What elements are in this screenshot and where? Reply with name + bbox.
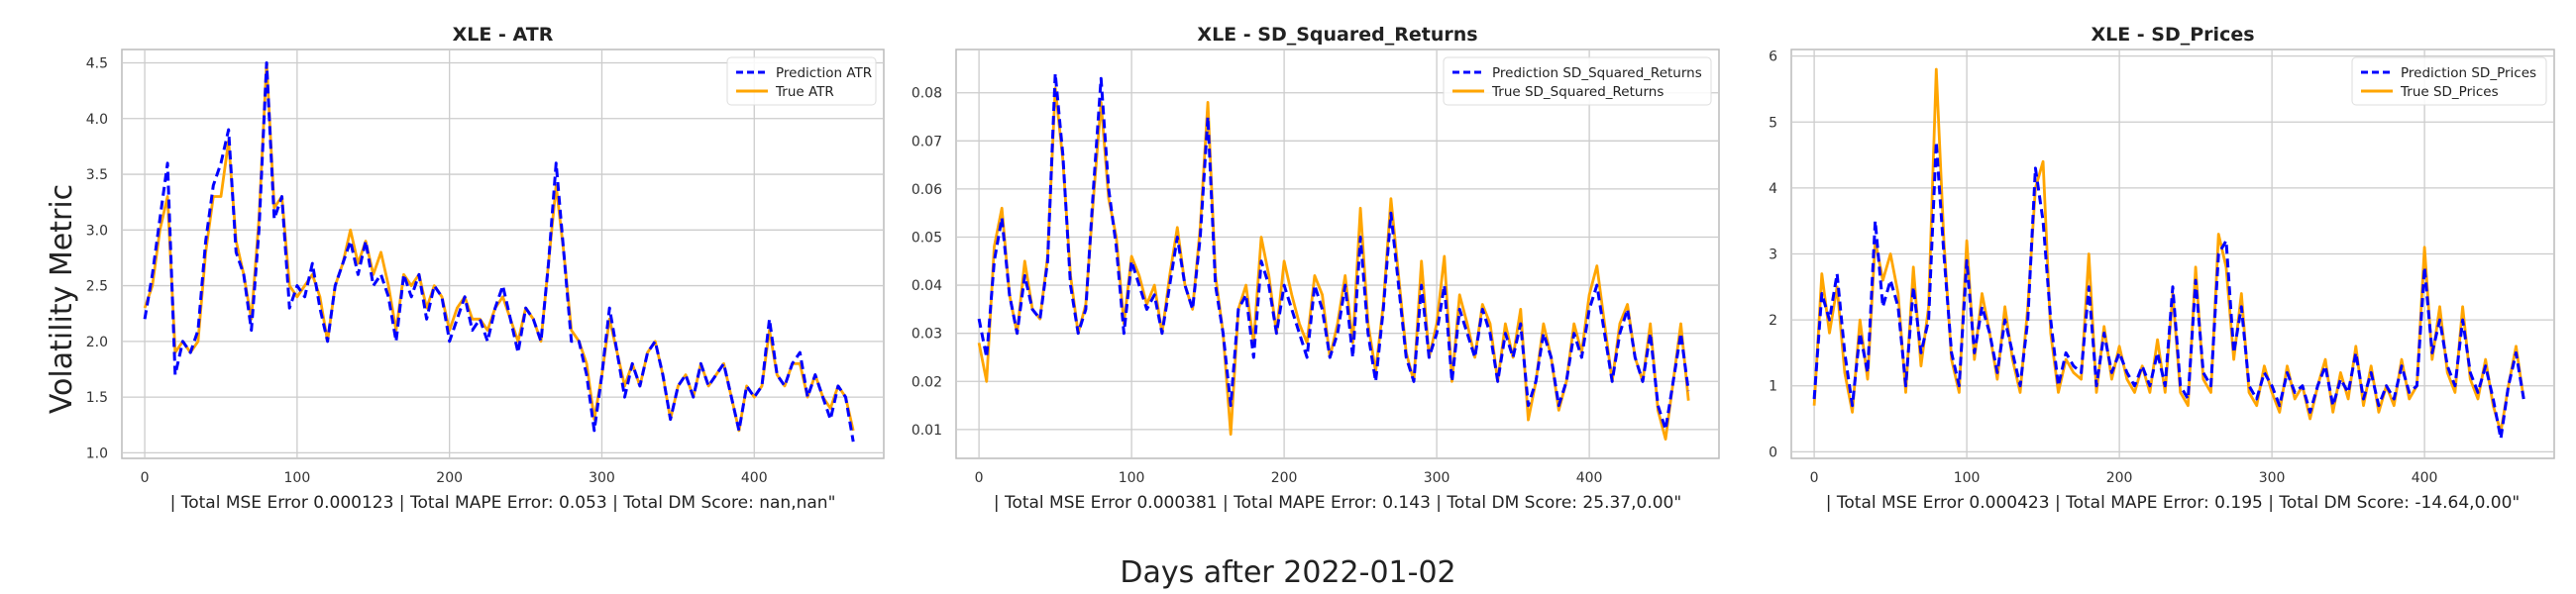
- x-tick-label: 300: [1424, 470, 1450, 486]
- legend-true-label: True SD_Prices: [2400, 84, 2499, 100]
- y-tick-label: 1.5: [86, 390, 108, 406]
- y-tick-label: 0.08: [912, 86, 942, 102]
- chart-xlabel: | Total MSE Error 0.000123 | Total MAPE …: [170, 493, 836, 513]
- y-tick-label: 0.03: [912, 327, 942, 343]
- x-tick-label: 100: [1119, 470, 1145, 486]
- x-tick-label: 400: [1576, 470, 1603, 486]
- legend-prediction-label: Prediction SD_Squared_Returns: [1492, 65, 1702, 81]
- y-tick-label: 1.0: [86, 446, 108, 461]
- x-tick-label: 400: [741, 470, 768, 486]
- y-tick-label: 3.5: [86, 167, 108, 183]
- y-tick-label: 0.01: [912, 423, 942, 439]
- chart-title: XLE - SD_Prices: [2091, 24, 2254, 46]
- x-tick-label: 0: [1810, 470, 1819, 486]
- y-tick-label: 2.5: [86, 279, 108, 295]
- y-tick-label: 4.0: [86, 112, 108, 128]
- y-tick-label: 3.0: [86, 223, 108, 239]
- figure-ylabel: Volatility Metric: [45, 184, 79, 414]
- y-tick-label: 3: [1769, 248, 1777, 263]
- y-tick-label: 4: [1769, 181, 1777, 197]
- legend-box: [1443, 56, 1712, 106]
- y-tick-label: 0.05: [912, 230, 942, 246]
- legend: Prediction SD_Prices True SD_Prices: [2351, 56, 2547, 106]
- panel-atr: 0 100 200 300 400 1.0 1.5 2.0 2.5 3.0 3.5 4.0 4.5 XLE…: [86, 24, 885, 513]
- legend-prediction-label: Prediction SD_Prices: [2401, 65, 2536, 81]
- y-tick-label: 1: [1769, 379, 1777, 395]
- x-tick-label: 0: [141, 470, 150, 486]
- legend-prediction-label: Prediction ATR: [776, 65, 872, 81]
- y-tick-label: 0.04: [912, 278, 942, 294]
- legend-box: [726, 56, 877, 106]
- legend: Prediction ATR True ATR: [726, 56, 877, 106]
- legend-box: [2351, 56, 2547, 106]
- x-tick-label: 0: [975, 470, 984, 486]
- y-tick-label: 2.0: [86, 335, 108, 350]
- prediction-series-line: [1812, 140, 2525, 441]
- figure-xlabel: Days after 2022-01-02: [1120, 555, 1455, 590]
- chart-xlabel: | Total MSE Error 0.000423 | Total MAPE …: [1826, 493, 2521, 513]
- chart-xlabel: | Total MSE Error 0.000381 | Total MAPE …: [994, 493, 1681, 513]
- x-tick-label: 200: [2106, 470, 2133, 486]
- x-tick-label: 100: [284, 470, 311, 486]
- y-tick-label: 0.02: [912, 374, 942, 390]
- x-tick-label: 200: [1271, 470, 1298, 486]
- x-tick-label: 300: [589, 470, 615, 486]
- plot-area: [955, 49, 1720, 459]
- y-tick-label: 6: [1769, 50, 1777, 65]
- chart-title: XLE - SD_Squared_Returns: [1197, 24, 1477, 46]
- chart-title: XLE - ATR: [453, 24, 554, 46]
- y-tick-label: 0.06: [912, 182, 942, 198]
- panel-sd-squared-returns: 0 100 200 300 400 0.01 0.02 0.03 0.04 0.05 0.06 0.0…: [912, 24, 1720, 513]
- x-tick-label: 200: [436, 470, 463, 486]
- y-tick-label: 0: [1769, 445, 1777, 460]
- panel-sd-prices: 0 100 200 300 400 0 1 2 3 4 5 6 XLE - SD_Prices | Tot…: [1769, 24, 2555, 513]
- x-tick-label: 300: [2259, 470, 2286, 486]
- y-tick-label: 4.5: [86, 56, 108, 72]
- legend-true-label: True SD_Squared_Returns: [1491, 84, 1664, 100]
- x-tick-label: 100: [1954, 470, 1981, 486]
- y-tick-label: 0.07: [912, 134, 942, 149]
- prediction-series-line: [977, 71, 1690, 432]
- legend: Prediction SD_Squared_Returns True SD_Squ…: [1443, 56, 1712, 106]
- plot-area: [121, 49, 885, 459]
- y-tick-label: 2: [1769, 313, 1777, 329]
- prediction-series-line: [143, 61, 855, 443]
- legend-true-label: True ATR: [775, 84, 834, 100]
- y-tick-label: 5: [1769, 115, 1777, 131]
- x-tick-label: 400: [2412, 470, 2438, 486]
